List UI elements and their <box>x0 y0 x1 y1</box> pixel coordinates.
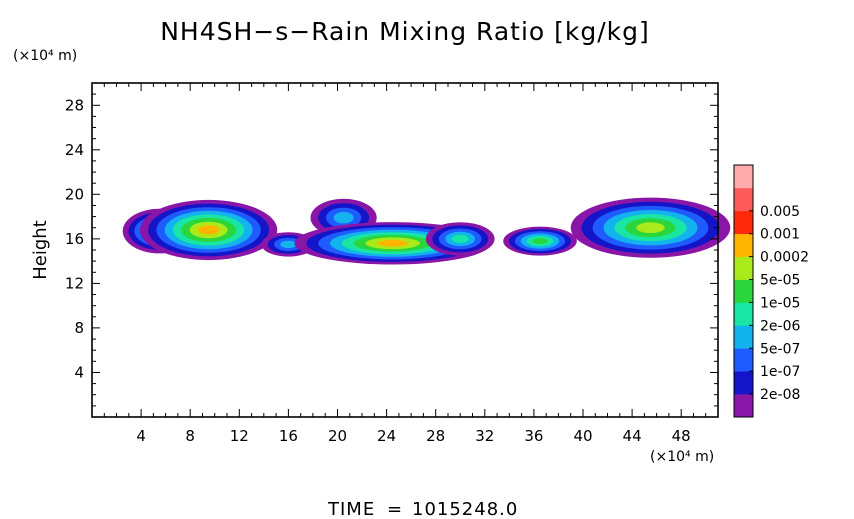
x-tick-label: 12 <box>230 427 249 445</box>
colorbar-swatch <box>734 165 753 189</box>
colorbar-label: 5e-05 <box>760 273 800 289</box>
time-value: 1015248.0 <box>412 499 518 519</box>
x-tick-label: 28 <box>426 427 445 445</box>
y-tick-label: 16 <box>65 230 84 248</box>
colorbar-swatch <box>734 325 753 349</box>
colorbar-swatch <box>734 233 753 257</box>
colorbar-swatch <box>734 256 753 280</box>
colorbar-label: 2e-08 <box>760 387 800 403</box>
y-tick-label: 8 <box>74 319 84 337</box>
x-tick-label: 4 <box>136 427 146 445</box>
y-tick-label: 4 <box>74 364 84 382</box>
x-tick-label: 24 <box>377 427 396 445</box>
colorbar-label: 5e-07 <box>760 341 800 357</box>
x-tick-label: 40 <box>573 427 592 445</box>
contour-band-4-7 <box>377 240 409 247</box>
colorbar-frame <box>733 164 754 418</box>
y-tick-label: 24 <box>65 141 84 159</box>
y-tick-labels: 4 8 12 16 20 24 28 <box>65 96 84 381</box>
contour-region <box>139 199 278 261</box>
x-tick-label: 32 <box>475 427 494 445</box>
x-tick-label: 16 <box>279 427 298 445</box>
contour-band-7-6 <box>636 222 665 234</box>
x-axis-unit: (×10⁴ m) <box>650 449 714 465</box>
x-tick-label: 48 <box>672 427 691 445</box>
axis-ticks <box>92 83 718 417</box>
colorbar-swatch <box>734 279 753 303</box>
colorbar-label: 2e-06 <box>760 318 800 334</box>
time-label: TIME <box>327 499 375 519</box>
y-tick-label: 20 <box>65 185 84 203</box>
y-tick-label: 12 <box>65 274 84 292</box>
colorbar-swatch <box>734 210 753 235</box>
y-axis-unit: (×10⁴ m) <box>13 48 77 64</box>
x-tick-labels: 4 8 12 16 20 24 28 32 36 40 44 48 <box>136 427 690 445</box>
contour-field <box>122 197 731 265</box>
colorbar-swatch <box>734 187 753 212</box>
contour-band-1-7 <box>197 225 220 235</box>
colorbar-label: 1e-05 <box>760 296 800 312</box>
chart-title: NH4SH−s−Rain Mixing Ratio [kg/kg] <box>160 17 650 46</box>
y-axis-label: Height <box>30 220 51 280</box>
contour-region <box>425 222 495 256</box>
colorbar-swatch <box>734 302 753 326</box>
x-tick-label: 8 <box>185 427 195 445</box>
time-equals: = <box>387 499 403 519</box>
colorbar-label: 0.005 <box>760 204 800 220</box>
contour-band-3-3 <box>333 212 354 224</box>
x-tick-label: 44 <box>623 427 642 445</box>
colorbar-label: 0.001 <box>760 227 800 243</box>
x-tick-label: 20 <box>328 427 347 445</box>
contour-band-6-5 <box>532 238 548 245</box>
colorbar-label: 0.0002 <box>760 250 809 266</box>
contour-band-5-4 <box>451 234 469 243</box>
x-tick-label: 36 <box>524 427 543 445</box>
y-tick-label: 28 <box>65 96 84 114</box>
colorbar-swatch <box>734 371 753 395</box>
contour-band-2-3 <box>280 240 297 249</box>
contour-region <box>570 197 731 258</box>
colorbar: 2e-08 1e-07 5e-07 2e-06 1e-05 5e-05 0.0002 0.00… <box>733 164 809 418</box>
contour-region <box>503 226 577 256</box>
colorbar-label: 1e-07 <box>760 364 800 380</box>
colorbar-swatch <box>734 348 753 372</box>
colorbar-swatch <box>734 394 753 418</box>
